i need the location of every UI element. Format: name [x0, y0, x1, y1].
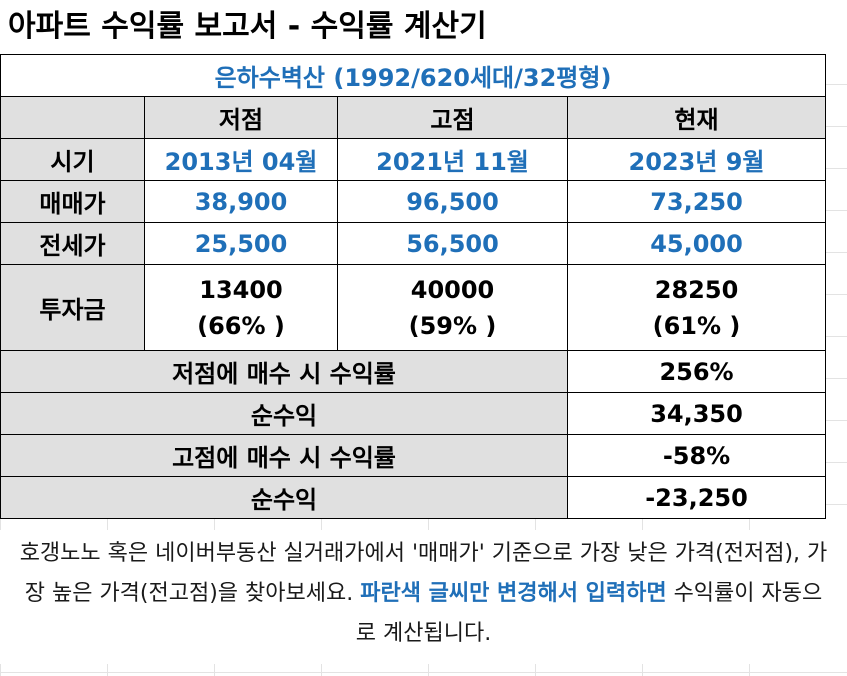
invest-current-ratio: (61% )	[652, 311, 741, 340]
row-label-period: 시기	[0, 138, 145, 181]
summary-label-low-yield: 저점에 매수 시 수익률	[0, 350, 568, 393]
invest-high: 40000	[410, 275, 495, 304]
col-header-current: 현재	[566, 96, 827, 139]
row-label-sale: 매매가	[0, 180, 145, 223]
invest-high-cell: 40000 (59% )	[337, 264, 568, 351]
yield-calculator-table: 은하수벽산 (1992/620세대/32평형) 저점 고점 현재 시기 2013…	[0, 54, 827, 519]
note-highlight: 파란색 글씨만 변경해서 입력하면	[360, 581, 667, 606]
invest-low: 13400	[199, 275, 283, 304]
sale-high[interactable]: 96,500	[337, 180, 568, 223]
note-text-end: 수익률이 자동으로 계산됩니다.	[355, 581, 823, 646]
summary-value-low-profit: 34,350	[566, 392, 827, 435]
row-label-invest: 투자금	[0, 264, 145, 351]
summary-value-low-yield: 256%	[566, 350, 827, 393]
col-header-low: 저점	[144, 96, 338, 139]
col-header-high: 고점	[337, 96, 568, 139]
report-title: 아파트 수익률 보고서 - 수익률 계산기	[0, 0, 847, 54]
sale-low[interactable]: 38,900	[144, 180, 338, 223]
invest-current: 28250	[654, 275, 739, 304]
period-current[interactable]: 2023년 9월	[566, 138, 827, 181]
jeonse-high[interactable]: 56,500	[337, 222, 568, 265]
summary-label-high-profit: 순수익	[0, 476, 568, 519]
row-label-jeonse: 전세가	[0, 222, 145, 265]
instruction-note: 호갱노노 혹은 네이버부동산 실거래가에서 '매매가' 기준으로 가장 낮은 가…	[0, 530, 847, 664]
corner-cell	[0, 96, 145, 139]
invest-high-ratio: (59% )	[408, 311, 497, 340]
invest-current-cell: 28250 (61% )	[566, 264, 827, 351]
jeonse-low[interactable]: 25,500	[144, 222, 338, 265]
period-low[interactable]: 2013년 04월	[144, 138, 338, 181]
jeonse-current[interactable]: 45,000	[566, 222, 827, 265]
invest-low-ratio: (66% )	[197, 311, 285, 340]
sale-current[interactable]: 73,250	[566, 180, 827, 223]
invest-low-cell: 13400 (66% )	[144, 264, 338, 351]
summary-value-high-yield: -58%	[566, 434, 827, 477]
period-high[interactable]: 2021년 11월	[337, 138, 568, 181]
summary-label-high-yield: 고점에 매수 시 수익률	[0, 434, 568, 477]
summary-label-low-profit: 순수익	[0, 392, 568, 435]
summary-value-high-profit: -23,250	[566, 476, 827, 519]
note-text: 호갱노노 혹은 네이버부동산 실거래가에서 '매매가' 기준으로 가장 낮은 가…	[19, 541, 828, 606]
complex-header[interactable]: 은하수벽산 (1992/620세대/32평형)	[0, 54, 827, 97]
